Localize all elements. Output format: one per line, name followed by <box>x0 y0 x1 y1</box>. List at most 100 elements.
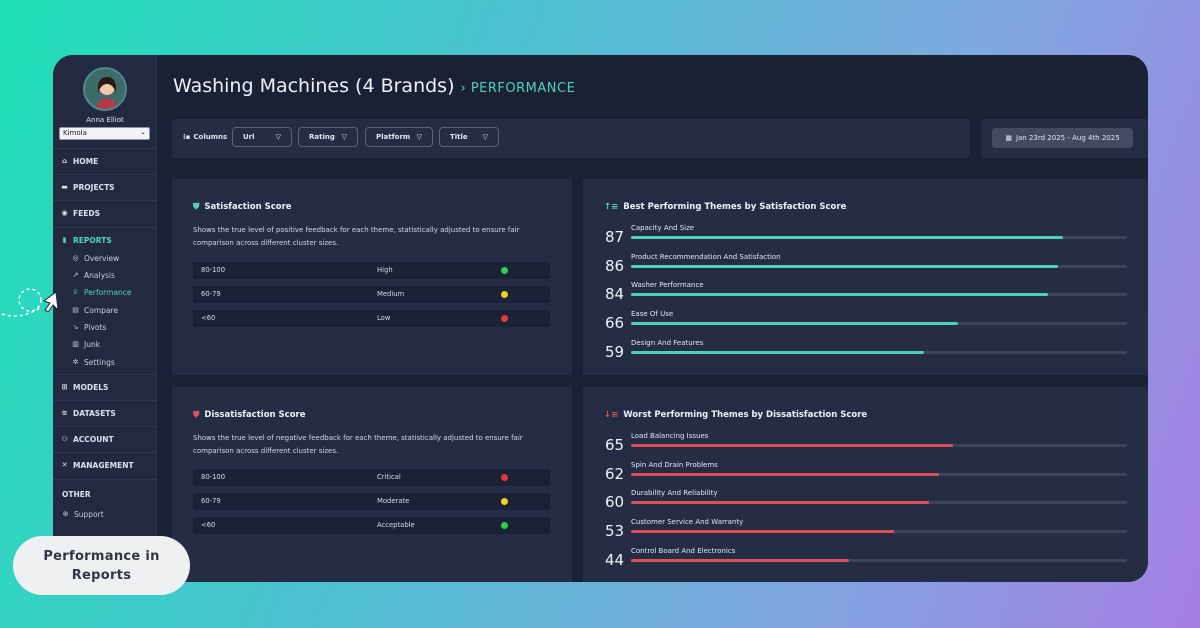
nav-sub-label: Performance <box>84 287 132 297</box>
trend-icon: ↗ <box>72 270 79 279</box>
score-bar-track <box>631 444 1127 447</box>
sidebar: Anna Elliot Kimola ⌄ ⌂ HOME ▬ PROJECTS ◉… <box>53 55 157 582</box>
calendar-icon: ▦ <box>1005 134 1012 142</box>
best-themes-title-text: Best Performing Themes by Satisfaction S… <box>623 202 847 212</box>
org-select[interactable]: Kimola ⌄ <box>59 127 150 140</box>
filter-chip-label: Rating <box>309 133 335 141</box>
status-dot-green <box>501 267 508 274</box>
status-dot-yellow <box>501 498 508 505</box>
caption-badge: Performance in Reports <box>13 536 190 595</box>
status-dot-green <box>501 522 508 529</box>
nav-sub-pivots[interactable]: ↘ Pivots <box>72 319 107 335</box>
cursor-annotation <box>1 288 59 317</box>
theme-name: Durability And Reliability <box>631 489 718 498</box>
nav-sub-overview[interactable]: ◎ Overview <box>72 250 119 266</box>
score-row: 80-100 High <box>193 262 550 279</box>
nav-models[interactable]: ⊞ MODELS <box>53 374 157 400</box>
score-level: High <box>377 266 393 274</box>
nav-sub-label: Compare <box>84 305 119 315</box>
nav-datasets-label: DATASETS <box>73 409 116 418</box>
sort-descending-icon: ↓≡ <box>604 410 619 420</box>
theme-row[interactable]: 66 Ease Of Use <box>605 310 1135 338</box>
filter-chip-title[interactable]: Title ▽ <box>439 127 499 147</box>
score-range: 80-100 <box>201 266 226 274</box>
theme-name: Capacity And Size <box>631 224 695 232</box>
shield-alert-icon: ⛊ <box>193 410 200 420</box>
score-level: Acceptable <box>377 521 415 529</box>
worst-themes-card: ↓≡ Worst Performing Themes by Dissatisfa… <box>583 387 1148 582</box>
filter-chip-label: Title <box>450 133 468 141</box>
avatar[interactable] <box>83 67 127 111</box>
caption-line-2: Reports <box>71 568 132 583</box>
nav-reports[interactable]: ▮ REPORTS <box>53 227 157 253</box>
dissatisfaction-desc: Shows the true level of negative feedbac… <box>193 434 523 455</box>
date-range-button[interactable]: ▦ Jan 23rd 2025 - Aug 4th 2025 <box>992 128 1133 148</box>
score-bar-fill <box>631 501 929 505</box>
nav-feeds[interactable]: ◉ FEEDS <box>53 200 157 226</box>
nav-sub-compare[interactable]: ▤ Compare <box>72 302 118 318</box>
app-window: Anna Elliot Kimola ⌄ ⌂ HOME ▬ PROJECTS ◉… <box>53 55 1148 582</box>
theme-row[interactable]: 60 Durability And Reliability <box>605 489 1135 517</box>
nav-sub-performance[interactable]: ♕ Performance <box>72 284 132 300</box>
nav-feeds-label: FEEDS <box>73 209 100 218</box>
nav-reports-label: REPORTS <box>73 236 112 245</box>
columns-label[interactable]: ⁞▪ Columns <box>183 133 227 141</box>
filter-chip-rating[interactable]: Rating ▽ <box>298 127 358 147</box>
status-dot-red <box>501 474 508 481</box>
score-bar-track <box>631 264 1127 268</box>
models-icon: ⊞ <box>61 383 68 391</box>
home-icon: ⌂ <box>61 157 67 165</box>
nav-support[interactable]: ⊕ Support <box>62 506 104 522</box>
shield-icon: ⛊ <box>193 202 200 212</box>
theme-score: 84 <box>605 285 625 304</box>
users-icon: ⚇ <box>61 435 68 443</box>
filter-chip-url[interactable]: Url ▽ <box>232 127 292 147</box>
theme-row[interactable]: 84 Washer Performance <box>605 281 1135 309</box>
score-row: 60-79 Medium <box>193 286 550 303</box>
nav-account[interactable]: ⚇ ACCOUNT <box>53 426 157 452</box>
score-bar-fill <box>631 558 850 562</box>
nav-models-label: MODELS <box>73 383 109 392</box>
theme-score: 62 <box>605 464 625 483</box>
theme-score: 66 <box>605 314 625 333</box>
sort-ascending-icon: ↑≡ <box>604 202 619 212</box>
tools-icon: ✕ <box>61 461 68 469</box>
broadcast-icon: ◉ <box>61 209 68 217</box>
nav-management[interactable]: ✕ MANAGEMENT <box>53 452 157 478</box>
theme-name: Control Board And Electronics <box>631 546 736 555</box>
nav-home[interactable]: ⌂ HOME <box>53 148 157 174</box>
theme-row[interactable]: 87 Capacity And Size <box>605 224 1135 252</box>
compare-icon: ▤ <box>72 305 79 314</box>
theme-row[interactable]: 44 Control Board And Electronics <box>605 547 1135 575</box>
nav-sub-junk[interactable]: ▥ Junk <box>72 336 100 352</box>
score-level: Low <box>377 314 391 322</box>
score-bar-fill <box>631 236 1063 239</box>
nav-sub-analysis[interactable]: ↗ Analysis <box>72 267 115 283</box>
score-row: <60 Acceptable <box>193 517 550 534</box>
nav-account-label: ACCOUNT <box>73 435 114 444</box>
nav-home-label: HOME <box>73 157 99 166</box>
theme-name: Design And Features <box>631 338 704 347</box>
score-row: <60 Low <box>193 310 550 327</box>
date-range-text: Jan 23rd 2025 - Aug 4th 2025 <box>1015 134 1120 142</box>
theme-row[interactable]: 65 Load Balancing Issues <box>605 432 1135 460</box>
theme-row[interactable]: 59 Design And Features <box>605 339 1135 367</box>
nav-sub-settings[interactable]: ✲ Settings <box>72 354 115 370</box>
nav-sub-label: Analysis <box>84 270 115 280</box>
nav-projects-label: PROJECTS <box>73 183 115 192</box>
columns-icon: ⁞▪ <box>183 133 191 141</box>
dissatisfaction-title-text: Dissatisfaction Score <box>204 410 306 420</box>
filter-chip-platform[interactable]: Platform ▽ <box>365 127 433 147</box>
satisfaction-title: ⛊ Satisfaction Score <box>193 202 292 212</box>
score-range: <60 <box>201 521 216 529</box>
theme-row[interactable]: 62 Spin And Drain Problems <box>605 461 1135 489</box>
nav-datasets[interactable]: ≋ DATASETS <box>53 400 157 426</box>
worst-themes-title: ↓≡ Worst Performing Themes by Dissatisfa… <box>604 410 867 420</box>
nav-projects[interactable]: ▬ PROJECTS <box>53 174 157 200</box>
page-header: Washing Machines (4 Brands) › PERFORMANC… <box>173 75 575 97</box>
nav-sub-label: Junk <box>84 339 101 349</box>
theme-row[interactable]: 53 Customer Service And Warranty <box>605 518 1135 546</box>
score-bar-track <box>631 501 1127 505</box>
nav-sub-label: Settings <box>84 357 115 367</box>
theme-row[interactable]: 86 Product Recommendation And Satisfactio… <box>605 253 1135 281</box>
